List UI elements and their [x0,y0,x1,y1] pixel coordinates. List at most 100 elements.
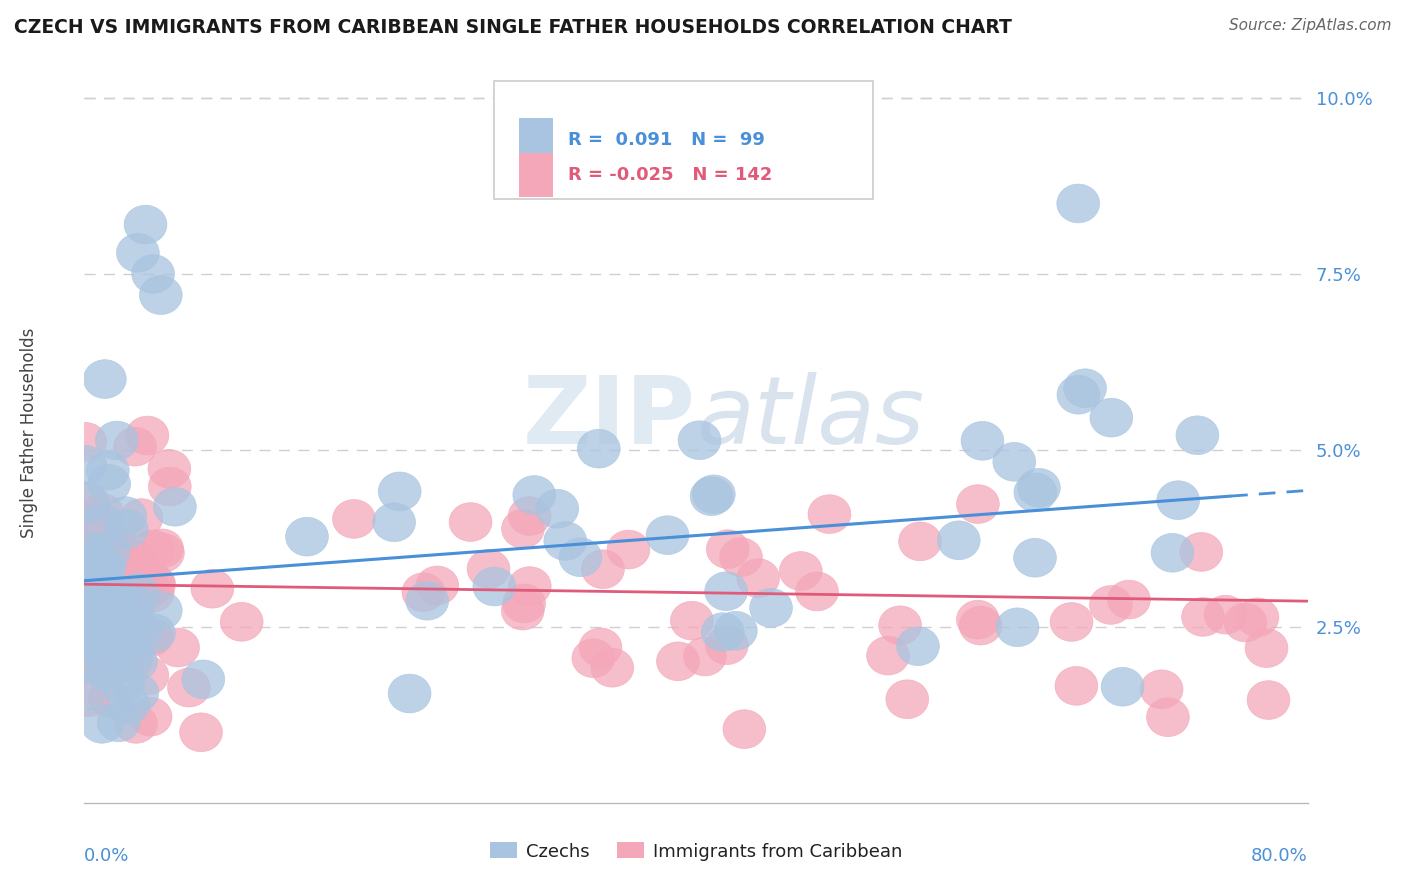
Ellipse shape [76,554,118,592]
Ellipse shape [472,567,516,606]
Ellipse shape [91,590,134,629]
Ellipse shape [105,567,149,607]
Ellipse shape [83,554,127,592]
Ellipse shape [97,703,141,742]
Ellipse shape [66,570,108,608]
Ellipse shape [406,582,449,620]
Ellipse shape [66,483,110,523]
Ellipse shape [132,564,174,602]
Ellipse shape [86,623,128,661]
Ellipse shape [87,550,131,589]
Ellipse shape [142,533,184,573]
Ellipse shape [167,668,211,707]
Ellipse shape [96,421,138,460]
Ellipse shape [104,600,148,639]
Ellipse shape [107,685,149,724]
Ellipse shape [89,576,131,615]
Ellipse shape [749,589,793,627]
FancyBboxPatch shape [519,118,553,162]
Ellipse shape [117,234,159,272]
Ellipse shape [83,547,127,586]
Ellipse shape [1050,602,1092,641]
Ellipse shape [579,628,621,666]
Ellipse shape [127,656,169,695]
Ellipse shape [100,642,143,681]
Ellipse shape [1180,533,1223,571]
Ellipse shape [503,584,546,623]
Ellipse shape [89,679,131,717]
Ellipse shape [80,516,122,554]
Ellipse shape [181,660,225,698]
Ellipse shape [1152,533,1194,572]
Ellipse shape [1225,603,1267,642]
Ellipse shape [80,587,122,626]
Ellipse shape [80,553,124,592]
Ellipse shape [513,475,555,515]
Ellipse shape [388,674,432,713]
Text: R =  0.091   N =  99: R = 0.091 N = 99 [568,131,765,149]
Ellipse shape [141,529,183,568]
Ellipse shape [373,503,416,541]
Ellipse shape [91,600,134,639]
Ellipse shape [67,623,111,662]
Ellipse shape [1204,595,1247,634]
Ellipse shape [683,637,727,676]
Ellipse shape [72,550,114,590]
Ellipse shape [180,713,222,752]
Ellipse shape [221,602,263,641]
Ellipse shape [132,254,174,293]
Ellipse shape [671,601,713,640]
Ellipse shape [1181,598,1225,636]
Ellipse shape [72,570,114,609]
Ellipse shape [191,569,233,608]
Ellipse shape [509,566,551,606]
Ellipse shape [75,624,117,663]
Ellipse shape [75,580,117,618]
Ellipse shape [77,547,120,585]
Ellipse shape [1247,681,1289,720]
Ellipse shape [76,552,118,591]
Ellipse shape [956,600,1000,639]
Ellipse shape [67,678,110,716]
Ellipse shape [79,546,121,585]
Text: CZECH VS IMMIGRANTS FROM CARIBBEAN SINGLE FATHER HOUSEHOLDS CORRELATION CHART: CZECH VS IMMIGRANTS FROM CARIBBEAN SINGL… [14,18,1012,37]
Ellipse shape [72,500,115,538]
Ellipse shape [1054,666,1098,706]
Ellipse shape [723,710,766,748]
Ellipse shape [73,549,117,587]
Ellipse shape [1090,398,1133,437]
Ellipse shape [808,495,851,533]
Ellipse shape [993,442,1036,481]
Ellipse shape [73,547,117,585]
Ellipse shape [1018,468,1060,508]
Ellipse shape [77,577,121,615]
Ellipse shape [70,585,112,624]
Ellipse shape [582,549,624,589]
Ellipse shape [1057,184,1099,223]
Ellipse shape [73,519,117,558]
Ellipse shape [285,517,329,556]
Ellipse shape [80,611,122,649]
Ellipse shape [115,574,159,612]
Ellipse shape [1014,473,1057,512]
Ellipse shape [89,599,131,637]
Ellipse shape [1108,580,1150,619]
Ellipse shape [544,522,586,560]
Ellipse shape [105,509,148,549]
Ellipse shape [124,571,167,609]
Text: Single Father Households: Single Father Households [20,327,38,538]
Ellipse shape [89,646,132,684]
FancyBboxPatch shape [494,81,873,200]
Ellipse shape [84,617,127,657]
Ellipse shape [83,516,125,556]
Ellipse shape [678,421,721,459]
Ellipse shape [378,472,422,511]
Ellipse shape [73,625,117,664]
Ellipse shape [84,585,127,624]
Ellipse shape [647,516,689,555]
Ellipse shape [93,537,135,575]
Ellipse shape [65,503,107,542]
Ellipse shape [94,594,138,633]
Ellipse shape [706,530,749,568]
Ellipse shape [502,591,544,630]
